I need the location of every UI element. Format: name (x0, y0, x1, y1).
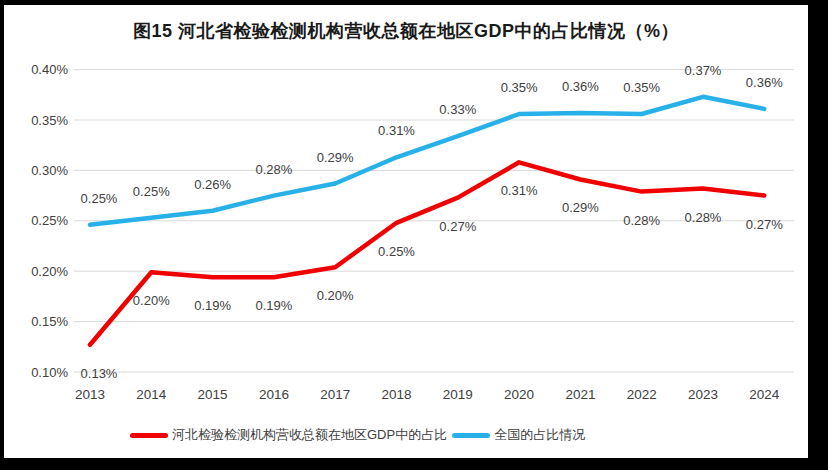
x-axis-tick-label: 2018 (381, 387, 411, 402)
chart-panel: 0.10% 0.15% 0.20% 0.25% 0.30% 0.35% 0.40% 2013 2… (4, 5, 808, 458)
line-chart: 0.10% 0.15% 0.20% 0.25% 0.30% 0.35% 0.40% 2013 2… (4, 5, 808, 458)
x-axis-tick-label: 2019 (443, 387, 473, 402)
data-label: 0.27% (746, 217, 783, 232)
legend-item-hebei: 河北检验检测机构营收总额在地区GDP中的占比 (130, 426, 447, 444)
data-label: 0.25% (378, 244, 415, 259)
legend-swatch-blue-line (452, 433, 490, 438)
data-label: 0.25% (133, 184, 170, 199)
data-label: 0.31% (501, 183, 538, 198)
x-axis-tick-label: 2014 (136, 387, 167, 402)
data-label: 0.13% (81, 366, 118, 381)
data-label: 0.33% (439, 102, 476, 117)
data-label: 0.36% (746, 75, 783, 90)
x-axis-tick-label: 2015 (198, 387, 228, 402)
data-label: 0.36% (562, 79, 599, 94)
data-label: 0.35% (623, 80, 660, 95)
data-label: 0.19% (194, 298, 231, 313)
screenshot-frame: 0.10% 0.15% 0.20% 0.25% 0.30% 0.35% 0.40% 2013 2… (0, 0, 828, 470)
y-axis-tick-label: 0.15% (31, 314, 68, 329)
legend-item-national: 全国的占比情况 (452, 426, 585, 444)
chart-title: 图15 河北省检验检测机构营收总额在地区GDP中的占比情况（%） (4, 19, 808, 43)
x-axis-tick-label: 2024 (749, 387, 780, 402)
data-label: 0.26% (194, 177, 231, 192)
chart-legend: 河北检验检测机构营收总额在地区GDP中的占比 全国的占比情况 (130, 426, 585, 444)
legend-swatch-red-line (130, 433, 168, 438)
data-label: 0.25% (81, 191, 118, 206)
series-line-hebei (90, 162, 764, 344)
data-label: 0.31% (378, 123, 415, 138)
x-axis-tick-label: 2022 (627, 387, 657, 402)
y-axis-tick-label: 0.35% (31, 113, 68, 128)
data-label: 0.28% (255, 162, 292, 177)
data-label: 0.29% (317, 150, 354, 165)
data-label: 0.28% (685, 210, 722, 225)
data-label: 0.19% (255, 298, 292, 313)
data-label: 0.27% (439, 219, 476, 234)
data-label: 0.35% (501, 80, 538, 95)
y-axis-tick-label: 0.25% (31, 213, 68, 228)
y-axis-tick-label: 0.20% (31, 264, 68, 279)
x-axis-tick-label: 2023 (688, 387, 718, 402)
x-axis-tick-label: 2020 (504, 387, 534, 402)
legend-label-national: 全国的占比情况 (494, 426, 585, 444)
x-axis-tick-label: 2017 (320, 387, 350, 402)
x-axis-tick-label: 2021 (565, 387, 595, 402)
y-axis-tick-label: 0.40% (31, 62, 68, 77)
y-axis-tick-label: 0.30% (31, 163, 68, 178)
data-label: 0.20% (133, 293, 170, 308)
series-line-national (90, 97, 764, 225)
legend-label-hebei: 河北检验检测机构营收总额在地区GDP中的占比 (172, 426, 447, 444)
data-label: 0.20% (317, 288, 354, 303)
y-axis-tick-label: 0.10% (31, 365, 68, 380)
data-label: 0.29% (562, 200, 599, 215)
data-label: 0.28% (623, 213, 660, 228)
x-axis-tick-label: 2016 (259, 387, 289, 402)
x-axis-tick-label: 2013 (75, 387, 105, 402)
data-label: 0.37% (685, 63, 722, 78)
